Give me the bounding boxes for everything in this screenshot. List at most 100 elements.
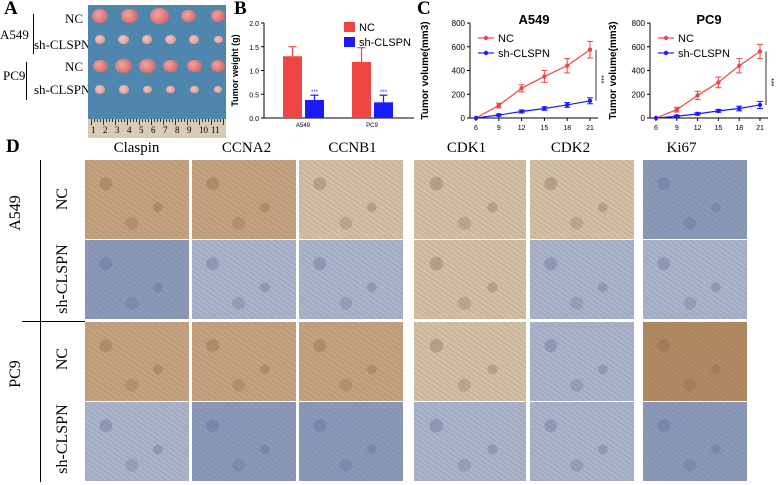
ruler-tick: [112, 119, 113, 122]
ruler-tick: [187, 119, 188, 125]
panel-a-label-sh-1: sh-CLSPN: [34, 37, 91, 52]
tumor: [121, 8, 138, 23]
tumor: [211, 60, 225, 72]
ruler-tick: [175, 119, 176, 125]
ruler-tick: [220, 119, 221, 122]
legend-marker: [483, 35, 489, 41]
x-tick-label: 21: [586, 125, 594, 132]
label-sh-2: sh-CLSPN: [54, 404, 71, 474]
col-cdk1: CDK1: [446, 140, 487, 156]
legend-label: NC: [498, 33, 514, 45]
ihc-image-ccna2: [192, 402, 296, 481]
chart-title: PC9: [696, 12, 721, 27]
series-line: [655, 104, 761, 119]
ruler-tick: [193, 119, 194, 122]
data-point: [496, 112, 501, 118]
tumor: [95, 85, 105, 94]
data-point: [674, 107, 679, 112]
data-point: [565, 63, 570, 68]
x-tick-label: 12: [694, 125, 702, 132]
ruler-tick: [94, 119, 95, 122]
ruler-tick: [172, 119, 173, 122]
ruler-number: 2: [103, 125, 108, 135]
x-tick-label: 18: [563, 125, 571, 132]
panel-b-letter: B: [234, 0, 247, 19]
ruler: 1 2 3 4 5 6 7 8 9 10 11: [88, 119, 226, 138]
pc9-volume-chart: PC9 0 200 400 600 800 6 9 12 15 18 21 Tumor volume(m…: [608, 12, 774, 132]
ruler-number: 1: [91, 125, 96, 135]
label-a549: A549: [7, 195, 24, 231]
x-tick-label: 21: [756, 125, 764, 132]
a549-volume-chart: A549 0 200 400 600 800 6 9 12 15 18 21 Tumor volume(…: [420, 12, 604, 132]
x-tick-label: 6: [654, 125, 658, 132]
tumor: [214, 86, 222, 93]
ruler-tick: [124, 119, 125, 122]
ruler-tick: [154, 119, 155, 122]
data-point: [587, 98, 593, 103]
x-tick-label: 6: [474, 125, 478, 132]
divider-horizontal: [22, 321, 85, 322]
y-tick-label: 1.0: [249, 69, 259, 76]
ihc-image-ki67: [643, 402, 747, 481]
tumor: [149, 7, 169, 24]
ruler-tick: [223, 119, 224, 125]
panel-a-label-nc-1: NC: [65, 11, 84, 26]
tumor-weight-chart: 0.0 0.5 1.0 1.5 2.0 Tumor weight (g) *** A549 **…: [230, 21, 414, 129]
y-tick-label: 0: [461, 114, 466, 123]
ihc-image-claspin: [85, 402, 189, 481]
ihc-image-ccnb1: [299, 322, 403, 401]
data-point: [757, 49, 763, 54]
y-axis-label: Tumor volume(mm3): [608, 21, 619, 119]
panel-a-label-a549: A549: [0, 27, 29, 42]
label-nc-1: NC: [54, 187, 71, 211]
y-tick-label: 800: [452, 19, 466, 28]
legend-label: NC: [359, 22, 375, 34]
ruler-tick: [106, 119, 107, 122]
col-ki67: Ki67: [666, 140, 697, 156]
ruler-tick: [178, 119, 179, 122]
panel-a-label-pc9: PC9: [3, 68, 26, 83]
tumor: [189, 35, 200, 44]
data-point: [653, 115, 659, 121]
significance-marker: ***: [767, 78, 774, 86]
ruler-number: 3: [115, 125, 120, 135]
x-tick-label: 9: [675, 125, 679, 132]
data-point: [542, 106, 547, 111]
label-pc9: PC9: [7, 360, 24, 388]
y-tick-label: 200: [632, 90, 646, 99]
data-point: [519, 109, 524, 114]
tumor: [189, 85, 199, 94]
ruler-tick: [166, 119, 167, 122]
ihc-image-cdk2: [530, 160, 634, 239]
legend-marker: [663, 50, 669, 56]
series-line: [475, 49, 591, 119]
ruler-number: 5: [139, 125, 144, 135]
significance-marker: ***: [597, 75, 604, 83]
y-axis-label: Tumor volume(mm3): [420, 21, 431, 119]
ruler-tick: [151, 119, 152, 125]
ruler-number: 9: [187, 125, 192, 135]
tumor: [213, 35, 223, 44]
tumor: [165, 34, 177, 44]
ruler-tick: [184, 119, 185, 122]
ruler-number: 6: [151, 125, 156, 135]
panel-c-letter: C: [417, 0, 431, 19]
y-tick-label: 400: [632, 67, 646, 76]
data-point: [757, 102, 763, 108]
ruler-tick: [199, 119, 200, 125]
y-tick-label: 1.5: [249, 45, 259, 52]
ihc-image-cdk1: [414, 160, 526, 239]
col-ccnb1: CCNB1: [328, 140, 377, 156]
tumor: [138, 58, 156, 73]
ihc-image-ccna2: [192, 322, 296, 401]
tumor: [211, 10, 225, 22]
bar: [305, 99, 324, 118]
ruler-tick: [217, 119, 218, 122]
tumor: [163, 59, 179, 73]
ihc-image-ccnb1: [299, 402, 403, 481]
ruler-tick: [160, 119, 161, 122]
tumor: [118, 34, 130, 44]
panel-a-label-nc-2: NC: [65, 59, 84, 74]
data-point: [716, 80, 721, 85]
legend-swatch: [344, 22, 355, 32]
